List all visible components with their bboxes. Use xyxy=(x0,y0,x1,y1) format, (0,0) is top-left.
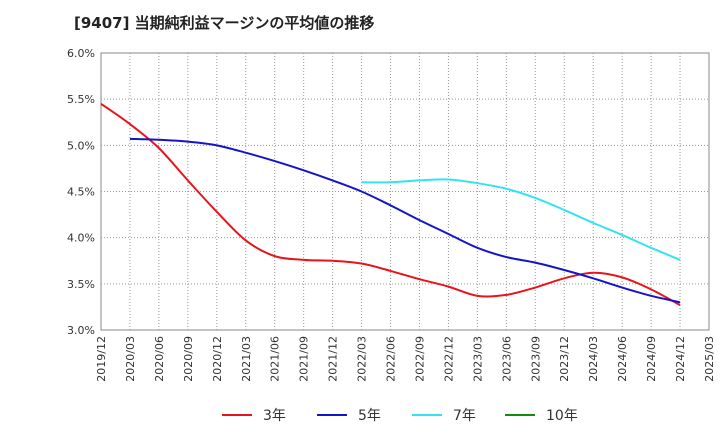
y-tick-label: 3.0% xyxy=(67,324,95,337)
x-tick-label: 2021/03 xyxy=(240,336,253,382)
x-tick-label: 2021/12 xyxy=(327,336,340,382)
x-tick-label: 2022/03 xyxy=(356,336,369,382)
x-tick-label: 2024/09 xyxy=(645,336,658,382)
x-tick-label: 2023/09 xyxy=(529,336,542,382)
legend-label-0: 3年 xyxy=(263,408,286,424)
series-line-2 xyxy=(361,178,681,261)
x-tick-label: 2025/03 xyxy=(703,336,716,382)
series-line-1 xyxy=(129,137,681,304)
x-tick-label: 2024/12 xyxy=(674,336,687,382)
x-tick-label: 2024/03 xyxy=(587,336,600,382)
y-tick-label: 5.0% xyxy=(67,139,95,152)
x-tick-label: 2023/12 xyxy=(558,336,571,382)
x-tick-label: 2020/12 xyxy=(211,336,224,382)
x-tick-label: 2024/06 xyxy=(616,336,629,382)
chart-title: [9407] 当期純利益マージンの平均値の推移 xyxy=(74,14,375,32)
x-tick-label: 2020/06 xyxy=(153,336,166,382)
x-tick-label: 2020/09 xyxy=(182,336,195,382)
legend-label-2: 7年 xyxy=(453,408,476,424)
y-tick-label: 4.0% xyxy=(67,232,95,245)
x-tick-label: 2023/03 xyxy=(471,336,484,382)
x-tick-label: 2022/06 xyxy=(385,336,398,382)
legend-label-1: 5年 xyxy=(358,408,381,424)
y-tick-label: 6.0% xyxy=(67,47,95,60)
x-tick-label: 2021/09 xyxy=(298,336,311,382)
series-line-0 xyxy=(100,102,681,306)
x-tick-label: 2022/09 xyxy=(413,336,426,382)
y-tick-label: 5.5% xyxy=(67,93,95,106)
x-tick-label: 2023/06 xyxy=(500,336,513,382)
y-tick-label: 3.5% xyxy=(67,278,95,291)
x-tick-label: 2019/12 xyxy=(95,336,108,382)
x-tick-label: 2020/03 xyxy=(124,336,137,382)
x-tick-label: 2021/06 xyxy=(269,336,282,382)
x-tick-label: 2022/12 xyxy=(442,336,455,382)
y-tick-label: 4.5% xyxy=(67,186,95,199)
legend-label-3: 10年 xyxy=(546,408,578,424)
